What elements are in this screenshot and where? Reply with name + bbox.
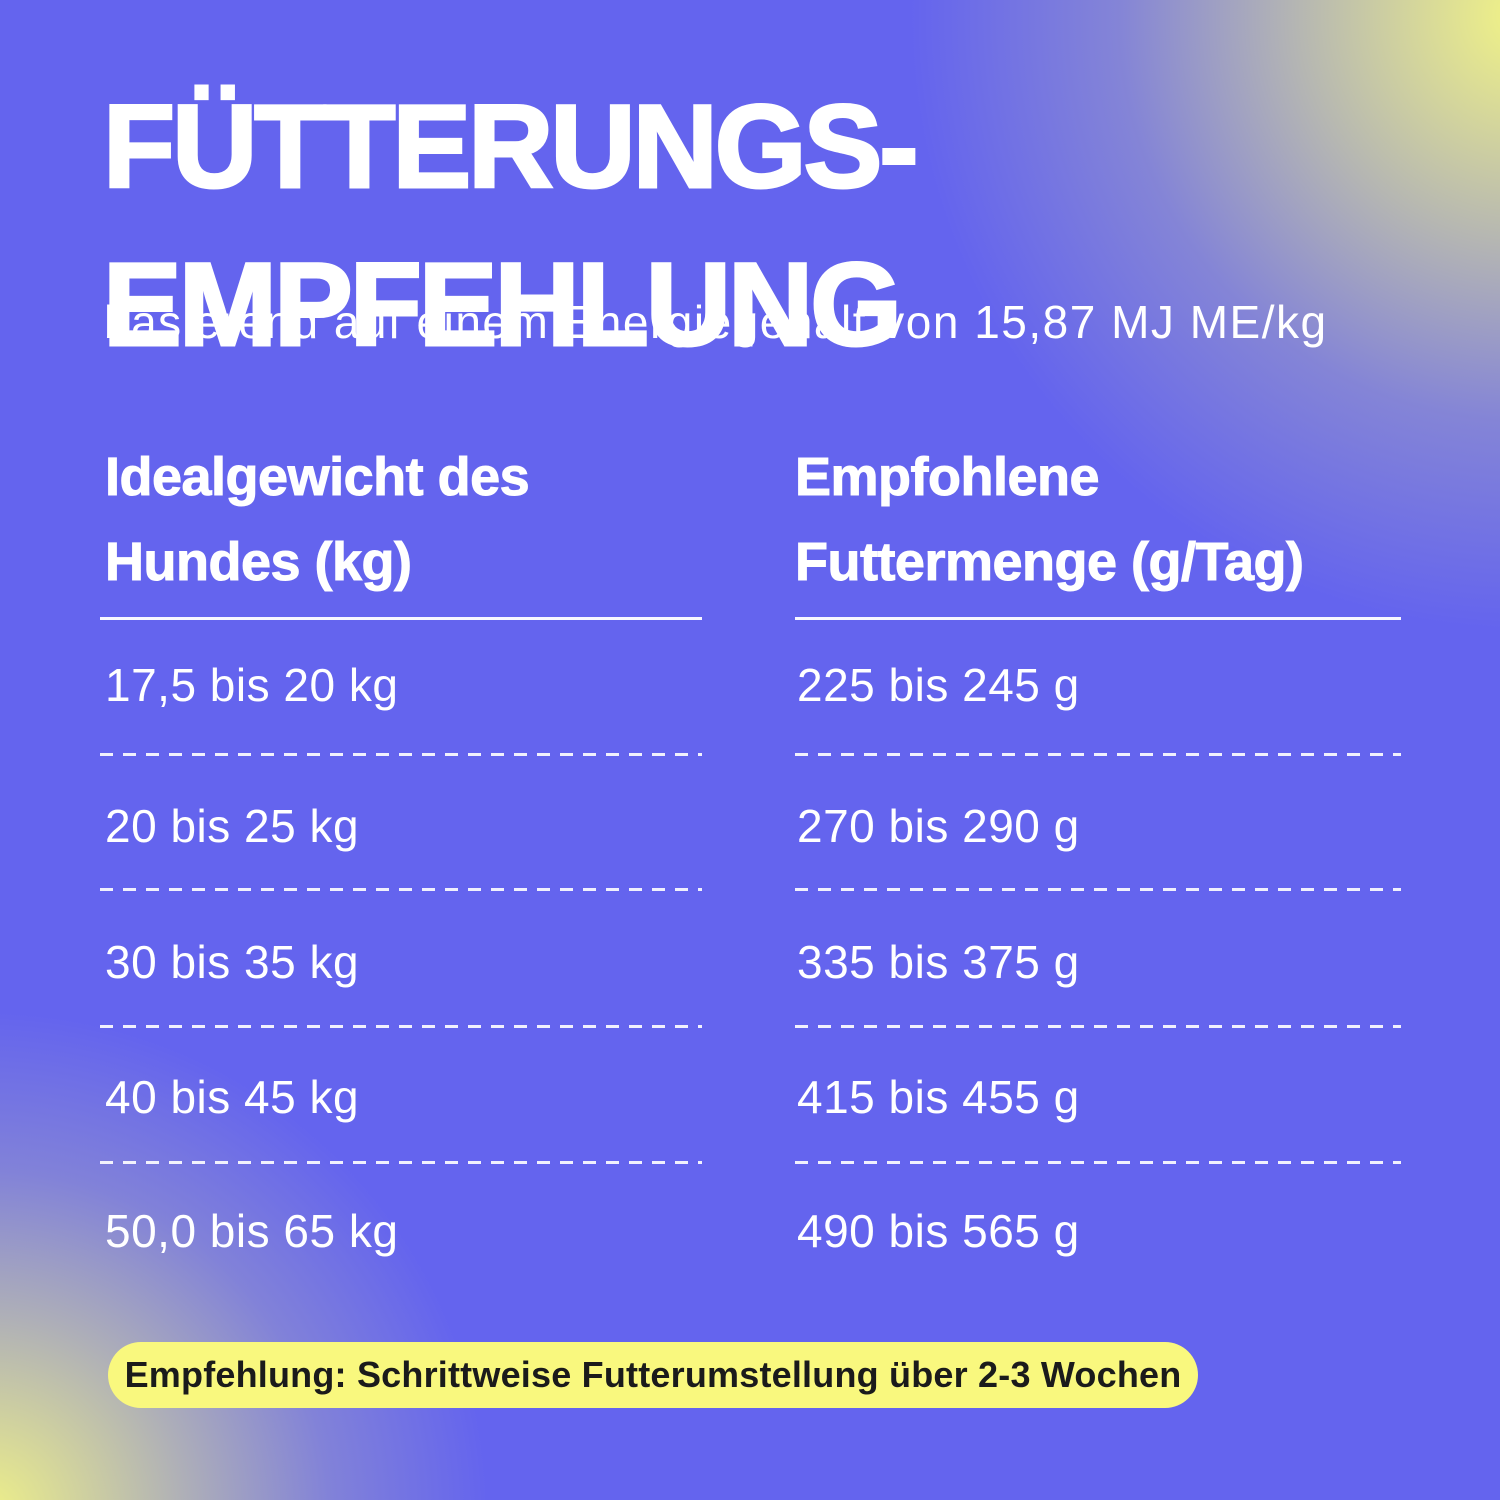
table-cell-amount-row2: 270 bis 290 g bbox=[797, 800, 1080, 852]
table-cell-weight-row1: 17,5 bis 20 kg bbox=[105, 659, 399, 711]
header-underline-left bbox=[100, 617, 702, 620]
table-cell-amount-row4: 415 bis 455 g bbox=[797, 1071, 1080, 1123]
header-underline-right bbox=[795, 617, 1401, 620]
table-cell-weight-row5: 50,0 bis 65 kg bbox=[105, 1205, 399, 1257]
row-separator-right-1 bbox=[795, 753, 1401, 756]
row-separator-left-4 bbox=[100, 1161, 702, 1164]
page-title-line1: FÜTTERUNGS- bbox=[102, 81, 921, 213]
table-cell-weight-row4: 40 bis 45 kg bbox=[105, 1071, 360, 1123]
recommendation-badge: Empfehlung: Schrittweise Futterumstellun… bbox=[108, 1342, 1198, 1408]
row-separator-left-2 bbox=[100, 888, 702, 891]
row-separator-right-3 bbox=[795, 1025, 1401, 1028]
column-header-ideal-weight-line2: Hundes (kg) bbox=[104, 532, 412, 593]
table-cell-amount-row5: 490 bis 565 g bbox=[797, 1205, 1080, 1257]
page-title-line2: EMPFEHLUNG bbox=[102, 239, 904, 371]
table-cell-weight-row2: 20 bis 25 kg bbox=[105, 800, 360, 852]
table-cell-amount-row1: 225 bis 245 g bbox=[797, 659, 1080, 711]
table-cell-weight-row3: 30 bis 35 kg bbox=[105, 936, 360, 988]
column-header-ideal-weight: Idealgewicht des Hundes (kg) bbox=[104, 435, 530, 605]
column-header-food-amount-line2: Futtermenge (g/Tag) bbox=[794, 532, 1304, 593]
row-separator-left-3 bbox=[100, 1025, 702, 1028]
table-cell-amount-row3: 335 bis 375 g bbox=[797, 936, 1080, 988]
row-separator-right-2 bbox=[795, 888, 1401, 891]
row-separator-left-1 bbox=[100, 753, 702, 756]
row-separator-right-4 bbox=[795, 1161, 1401, 1164]
recommendation-badge-text: Empfehlung: Schrittweise Futterumstellun… bbox=[124, 1354, 1182, 1395]
column-header-ideal-weight-line1: Idealgewicht des bbox=[104, 447, 530, 508]
page-subtitle: basierend auf einem Energiegehalt von 15… bbox=[104, 296, 1328, 348]
column-header-food-amount-line1: Empfohlene bbox=[794, 447, 1100, 508]
column-header-food-amount: Empfohlene Futtermenge (g/Tag) bbox=[794, 435, 1304, 605]
